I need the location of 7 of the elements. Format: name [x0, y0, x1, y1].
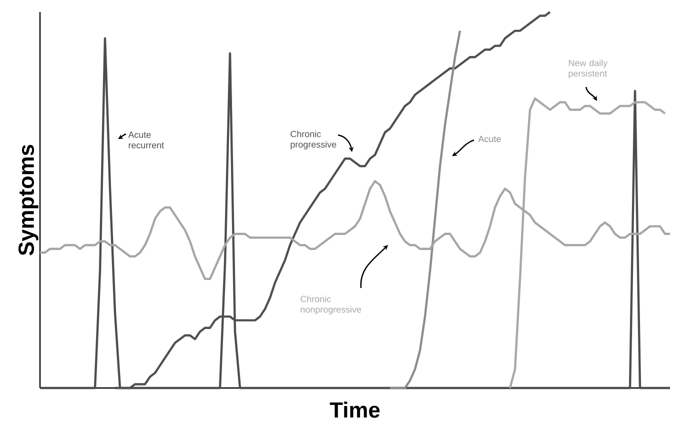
- y-axis-title: Symptoms: [18, 144, 38, 256]
- text: New daily persistent: [568, 60, 608, 78]
- text: Acute recurrent: [128, 132, 164, 148]
- text: Acute: [478, 136, 501, 142]
- series-label: Chronic progressive: [290, 130, 336, 150]
- x-axis-title: Time: [330, 402, 380, 418]
- text: Chronic nonprogressive: [300, 296, 362, 314]
